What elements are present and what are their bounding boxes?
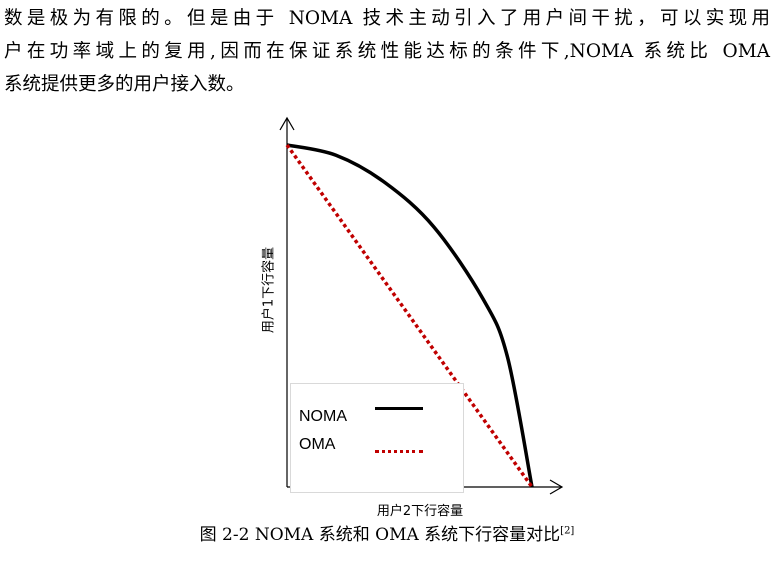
paragraph-line-2: 户在功率域上的复用,因而在保证系统性能达标的条件下,NOMA 系统比 OMA bbox=[4, 41, 770, 62]
legend-swatch-oma bbox=[375, 450, 423, 453]
chart-series bbox=[285, 143, 534, 489]
chart-legend: NOMA OMA bbox=[290, 383, 464, 493]
y-axis-arrow bbox=[279, 116, 295, 131]
y-axis-label: 用户1下行容量 bbox=[261, 246, 277, 334]
figure-citation: [2] bbox=[560, 525, 575, 537]
x-axis-arrow bbox=[549, 479, 564, 495]
series-line-noma bbox=[286, 143, 534, 488]
figure-caption-text: 图 2-2 NOMA 系统和 OMA 系统下行容量对比 bbox=[199, 525, 561, 545]
paragraph-line-3: 系统提供更多的用户接入数。 bbox=[4, 74, 245, 95]
body-paragraph: 数是极为有限的。但是由于 NOMA 技术主动引入了用户间干扰，可以实现用 户在功… bbox=[4, 2, 770, 101]
legend-label-oma: OMA bbox=[299, 436, 336, 453]
figure-caption: 图 2-2 NOMA 系统和 OMA 系统下行容量对比[2] bbox=[0, 520, 774, 545]
legend-swatch-noma bbox=[375, 407, 423, 410]
x-axis-label: 用户2下行容量 bbox=[376, 504, 464, 519]
series-line-oma bbox=[285, 143, 534, 489]
paragraph-line-1: 数是极为有限的。但是由于 NOMA 技术主动引入了用户间干扰，可以实现用 bbox=[4, 8, 770, 29]
legend-label-noma: NOMA bbox=[299, 408, 347, 425]
